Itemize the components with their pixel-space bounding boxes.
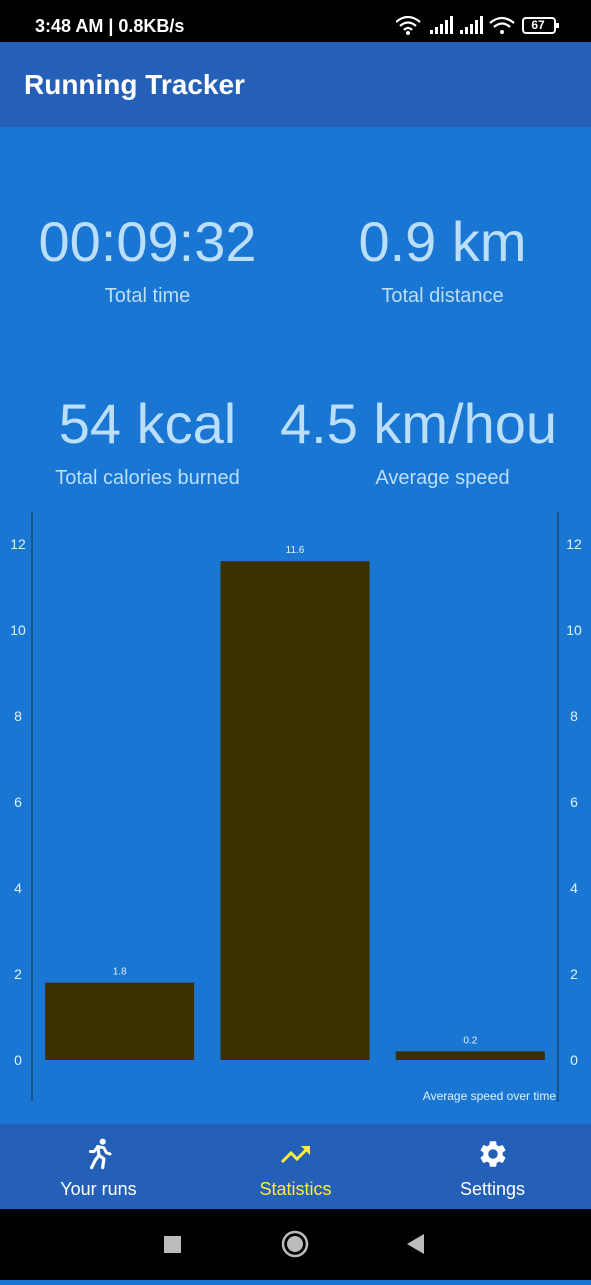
bar-value-label: 11.6	[286, 545, 305, 556]
total-distance-value: 0.9 km	[358, 210, 527, 273]
total-calories-label: Total calories burned	[55, 467, 240, 489]
status-bar: 3:48 AM | 0.8KB/s	[0, 0, 591, 42]
bar	[220, 561, 370, 1060]
signal-wifi-icons	[396, 15, 559, 35]
y-tick-label-right: 8	[570, 708, 578, 724]
y-tick-label-left: 0	[14, 1052, 22, 1068]
nav-label: Your runs	[60, 1179, 137, 1199]
average-speed-value: 4.5 km/hou	[280, 394, 558, 454]
nav-settings[interactable]: Settings	[394, 1124, 591, 1209]
y-tick-label-left: 2	[14, 966, 22, 982]
y-tick-label-right: 12	[566, 536, 582, 552]
back-icon[interactable]	[407, 1234, 424, 1254]
gear-icon	[477, 1138, 509, 1175]
bottom-navigation: Your runs Statistics Settings	[0, 1124, 591, 1209]
y-tick-label-left: 12	[10, 536, 26, 552]
system-navigation-bar	[0, 1209, 591, 1280]
y-tick-label-left: 10	[10, 622, 26, 638]
y-tick-label-left: 6	[14, 794, 22, 810]
running-icon	[84, 1138, 114, 1175]
nav-label: Statistics	[259, 1179, 332, 1199]
nav-label: Settings	[459, 1179, 526, 1199]
y-tick-label-right: 10	[566, 622, 582, 638]
total-calories-value: 54 kcal	[58, 392, 237, 455]
y-tick-label-right: 4	[570, 880, 578, 896]
recents-icon[interactable]	[164, 1236, 181, 1253]
y-tick-label-right: 2	[570, 966, 578, 982]
status-time: 3:48 AM | 0.8KB/s	[35, 16, 185, 36]
y-tick-label-right: 0	[570, 1052, 578, 1068]
trending-up-icon	[280, 1142, 312, 1171]
wifi-icon	[489, 16, 515, 28]
bar	[395, 1051, 545, 1060]
app-title: Running Tracker	[24, 69, 245, 100]
bar-chart: 0 0 2 2 4 4 6 6 8 8 10 10 12 12 1.8 11.6 0.2 Average spee…	[10, 512, 582, 1103]
bar	[45, 982, 195, 1060]
signal-icon	[460, 16, 483, 34]
home-icon[interactable]	[281, 1230, 309, 1258]
y-tick-label-left: 8	[14, 708, 22, 724]
nav-statistics[interactable]: Statistics	[197, 1124, 394, 1209]
bar-value-label: 1.8	[113, 967, 127, 978]
signal-icon	[430, 16, 453, 34]
battery-level: 67	[531, 18, 545, 32]
average-speed-chart: 0 0 2 2 4 4 6 6 8 8 10 10 12 12 1.8 11.6 0.2 Average spee…	[0, 510, 591, 1110]
wifi-icon	[396, 15, 421, 31]
status-icons	[396, 14, 561, 38]
total-distance-label: Total distance	[381, 285, 504, 307]
total-time-value: 00:09:32	[38, 210, 257, 273]
app-bar: Running Tracker	[0, 42, 591, 127]
battery-icon	[522, 17, 559, 34]
chart-description: Average speed over time	[423, 1089, 557, 1103]
nav-your-runs[interactable]: Your runs	[0, 1124, 197, 1209]
bar-value-label: 0.2	[463, 1035, 477, 1046]
average-speed-label: Average speed	[375, 467, 510, 489]
y-tick-label-right: 6	[570, 794, 578, 810]
y-tick-label-left: 4	[14, 880, 22, 896]
total-time-label: Total time	[104, 285, 191, 307]
